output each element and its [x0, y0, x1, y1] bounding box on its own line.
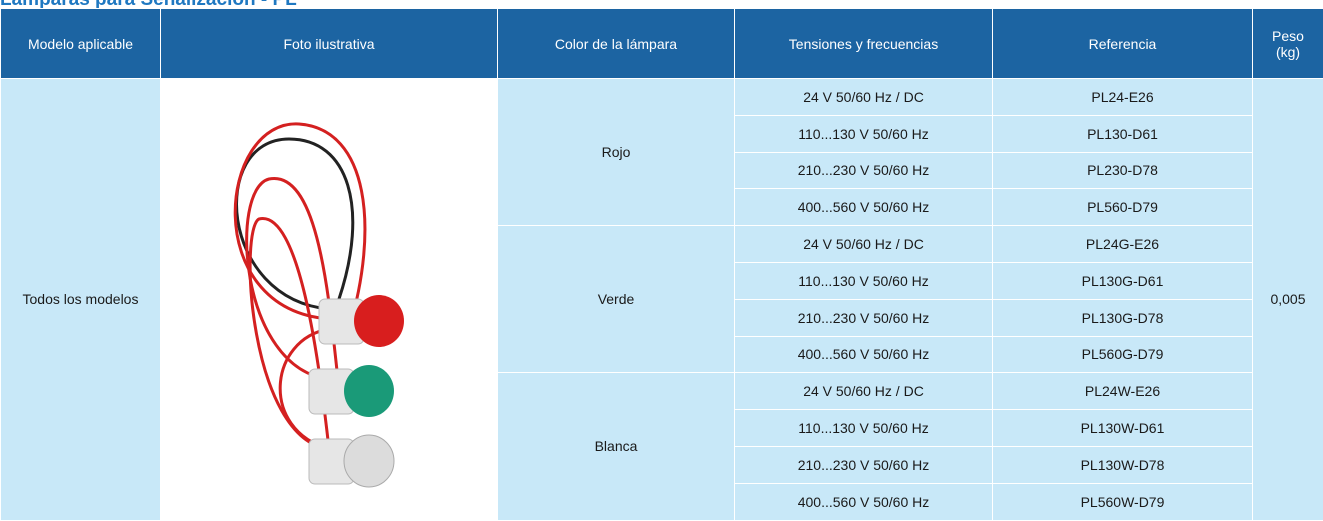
reference-cell: PL230-D78	[993, 152, 1253, 189]
color-cell: Blanca	[498, 373, 735, 520]
voltage-cell: 210...230 V 50/60 Hz	[735, 299, 993, 336]
reference-cell: PL560-D79	[993, 189, 1253, 226]
voltage-cell: 210...230 V 50/60 Hz	[735, 446, 993, 483]
reference-cell: PL560W-D79	[993, 483, 1253, 520]
voltage-cell: 400...560 V 50/60 Hz	[735, 189, 993, 226]
voltage-cell: 400...560 V 50/60 Hz	[735, 483, 993, 520]
reference-cell: PL24-E26	[993, 79, 1253, 116]
column-header: Peso (kg)	[1253, 9, 1323, 79]
weight-cell: 0,005	[1253, 79, 1323, 521]
reference-cell: PL24G-E26	[993, 226, 1253, 263]
voltage-cell: 210...230 V 50/60 Hz	[735, 152, 993, 189]
reference-cell: PL130-D61	[993, 115, 1253, 152]
lamp-photo	[179, 99, 479, 499]
column-header: Modelo aplicable	[1, 9, 161, 79]
voltage-cell: 110...130 V 50/60 Hz	[735, 410, 993, 447]
column-header: Tensiones y frecuencias	[735, 9, 993, 79]
voltage-cell: 24 V 50/60 Hz / DC	[735, 373, 993, 410]
voltage-cell: 110...130 V 50/60 Hz	[735, 262, 993, 299]
voltage-cell: 24 V 50/60 Hz / DC	[735, 226, 993, 263]
column-header: Referencia	[993, 9, 1253, 79]
voltage-cell: 24 V 50/60 Hz / DC	[735, 79, 993, 116]
reference-cell: PL560G-D79	[993, 336, 1253, 373]
column-header: Foto ilustrativa	[161, 9, 498, 79]
voltage-cell: 400...560 V 50/60 Hz	[735, 336, 993, 373]
column-header: Color de la lámpara	[498, 9, 735, 79]
photo-cell	[161, 79, 498, 521]
reference-cell: PL130W-D61	[993, 410, 1253, 447]
color-cell: Verde	[498, 226, 735, 373]
voltage-cell: 110...130 V 50/60 Hz	[735, 115, 993, 152]
reference-cell: PL24W-E26	[993, 373, 1253, 410]
reference-cell: PL130G-D61	[993, 262, 1253, 299]
color-cell: Rojo	[498, 79, 735, 226]
reference-cell: PL130G-D78	[993, 299, 1253, 336]
reference-cell: PL130W-D78	[993, 446, 1253, 483]
model-cell: Todos los modelos	[1, 79, 161, 521]
